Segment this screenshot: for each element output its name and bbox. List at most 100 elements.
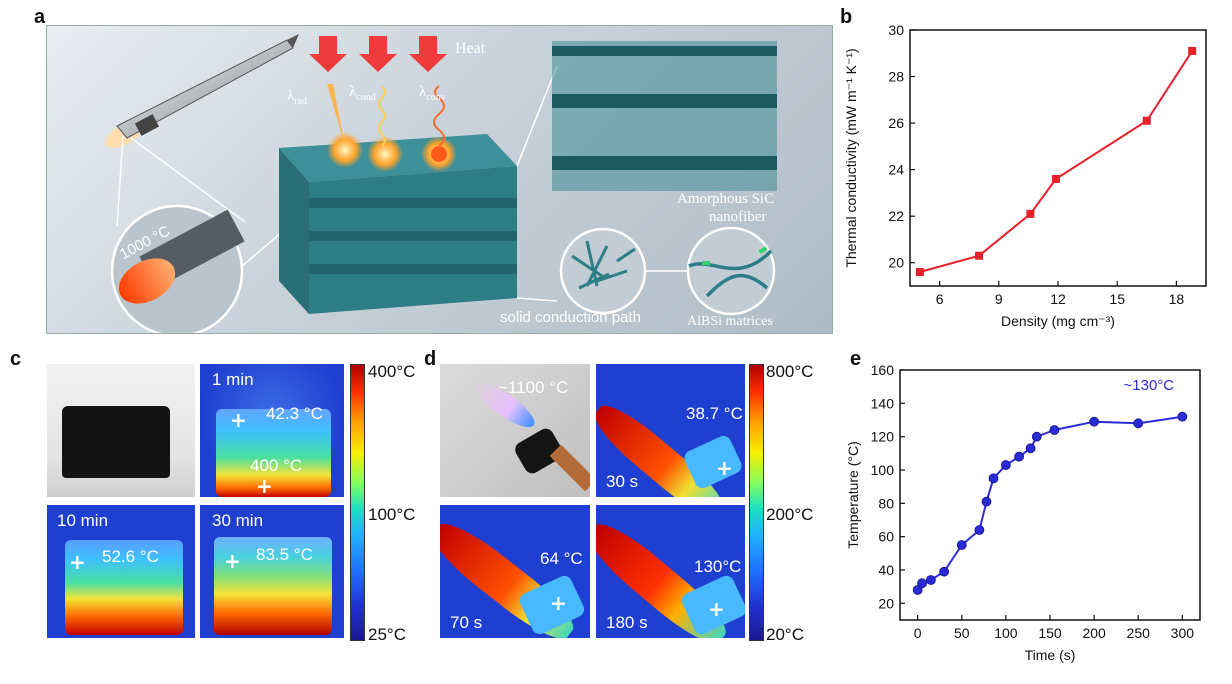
data-point xyxy=(1142,116,1151,125)
nanofiber-label: nanofiber xyxy=(709,209,767,225)
data-point xyxy=(925,575,936,585)
lambda-symbol: λ xyxy=(349,84,357,100)
data-point xyxy=(975,251,984,260)
x-tick-label: 6 xyxy=(936,291,944,307)
lambda-symbol: λ xyxy=(287,88,295,104)
schematic-panel: Heat λrad λcond λconv 1000 °C Amorphous … xyxy=(46,25,833,334)
solid-conduction-path-label: solid conduction path xyxy=(500,309,641,326)
heat-label: Heat xyxy=(455,40,486,57)
colorbar-c-min: 25°C xyxy=(368,625,406,644)
network-zoom-circle xyxy=(559,227,647,315)
colorbar-c-max: 400°C xyxy=(368,362,416,381)
y-tick-label: 100 xyxy=(871,462,895,478)
x-tick-label: 0 xyxy=(914,625,922,641)
x-tick-label: 200 xyxy=(1082,625,1106,641)
x-axis-label: Density (mg cm⁻³) xyxy=(1001,313,1115,329)
panel-label-e: e xyxy=(850,348,862,370)
data-point xyxy=(912,585,923,595)
schematic-drawing xyxy=(105,34,777,333)
thermal-image-10min: 10 min + 52.6 °C xyxy=(47,505,195,638)
y-tick-label: 120 xyxy=(871,429,895,445)
x-tick-label: 50 xyxy=(954,625,970,641)
thermal-image-180s: 130°C + 180 s xyxy=(596,505,745,638)
y-tick-label: 30 xyxy=(888,22,904,38)
data-point xyxy=(988,473,999,484)
thermal-image-30min: 30 min + 83.5 °C xyxy=(200,505,344,638)
crosshair-icon: + xyxy=(716,456,733,480)
y-tick-label: 24 xyxy=(888,162,904,178)
x-tick-label: 100 xyxy=(994,625,1018,641)
lambda-conv-sub: conv xyxy=(426,92,446,103)
data-point xyxy=(1049,425,1060,435)
torch-handle xyxy=(549,444,590,492)
x-tick-label: 18 xyxy=(1169,291,1185,307)
lambda-rad-sub: rad xyxy=(294,96,308,107)
y-tick-label: 28 xyxy=(888,69,904,85)
black-aerogel-sample xyxy=(62,406,170,478)
colorbar-d-max: 800°C xyxy=(766,362,814,381)
data-point xyxy=(1014,451,1025,462)
thermal-image-70s: 64 °C + 70 s xyxy=(440,505,590,638)
y-tick-label: 160 xyxy=(871,362,895,378)
data-point xyxy=(1026,209,1035,218)
crosshair-icon: + xyxy=(224,549,241,573)
panel-label-c: c xyxy=(10,348,22,370)
data-point xyxy=(939,566,950,577)
plot-frame xyxy=(909,29,1207,287)
fiber-layers xyxy=(552,41,777,191)
x-tick-label: 150 xyxy=(1038,625,1062,641)
data-point xyxy=(1025,443,1036,454)
data-point xyxy=(1052,174,1061,183)
y-tick-label: 40 xyxy=(878,562,894,578)
crosshair-icon: + xyxy=(230,408,247,432)
data-point xyxy=(915,268,924,277)
nozzle-zoom-circle xyxy=(110,204,245,333)
panel-label-d: d xyxy=(424,348,437,370)
thermal-image-1min: 1 min + 42.3 °C 400 °C + xyxy=(200,364,344,497)
aerogel-block xyxy=(279,132,517,314)
top-temperature: 42.3 °C xyxy=(266,404,323,423)
temperature-label: 64 °C xyxy=(540,549,583,568)
temperature-time-chart: 0 50 100 150 200 250 300 20 40 60 80 100 120 140 160 Ti… xyxy=(845,362,1201,663)
data-point xyxy=(1188,46,1197,55)
crosshair-icon: + xyxy=(256,474,273,497)
x-tick-label: 250 xyxy=(1127,625,1151,641)
x-axis-label: Time (s) xyxy=(1025,647,1076,663)
thermal-conductivity-chart: 6 9 12 15 18 20 22 24 26 28 30 Density (mg cm⁻³) The… xyxy=(843,22,1207,329)
x-tick-label: 12 xyxy=(1050,291,1066,307)
time-label: 1 min xyxy=(212,370,254,389)
time-label: 30 min xyxy=(212,511,264,530)
colorbar-d xyxy=(749,364,764,641)
y-axis-label: Temperature (°C) xyxy=(845,441,861,549)
data-point xyxy=(956,540,967,550)
colorbar-c xyxy=(350,364,365,641)
sample-photo xyxy=(47,364,195,497)
lambda-rad-label: λrad xyxy=(287,88,307,107)
x-tick-label: 300 xyxy=(1171,625,1195,641)
y-tick-label: 26 xyxy=(888,115,904,131)
annotation-label: ~130°C xyxy=(1124,377,1175,394)
y-tick-label: 20 xyxy=(888,255,904,271)
crosshair-icon: + xyxy=(550,591,567,615)
time-label: 70 s xyxy=(450,613,483,632)
time-label: 30 s xyxy=(606,472,639,491)
colorbar-d-min: 20°C xyxy=(766,625,804,644)
thermal-image-30s: 38.7 °C + 30 s xyxy=(596,364,745,497)
lambda-conv-label: λconv xyxy=(419,84,446,103)
sample-hot-gradient xyxy=(216,409,331,497)
time-label: 180 s xyxy=(606,613,648,632)
sample-hot-gradient xyxy=(65,540,183,635)
data-point xyxy=(917,578,927,589)
amorphous-sic-label: Amorphous SiC xyxy=(677,191,775,207)
x-tick-label: 9 xyxy=(995,291,1003,307)
data-point xyxy=(1089,416,1100,427)
torch-photo: ~1100 °C xyxy=(440,364,590,497)
y-tick-label: 80 xyxy=(878,495,894,511)
plot-frame xyxy=(899,369,1201,621)
fiber-zoom-circle xyxy=(686,226,776,316)
temperature-label: 130°C xyxy=(694,557,742,576)
y-axis-label: Thermal conductivity (mW m⁻¹ K⁻¹) xyxy=(843,48,859,267)
y-tick-label: 22 xyxy=(888,208,904,224)
y-tick-label: 60 xyxy=(878,529,894,545)
lambda-symbol: λ xyxy=(419,84,427,100)
